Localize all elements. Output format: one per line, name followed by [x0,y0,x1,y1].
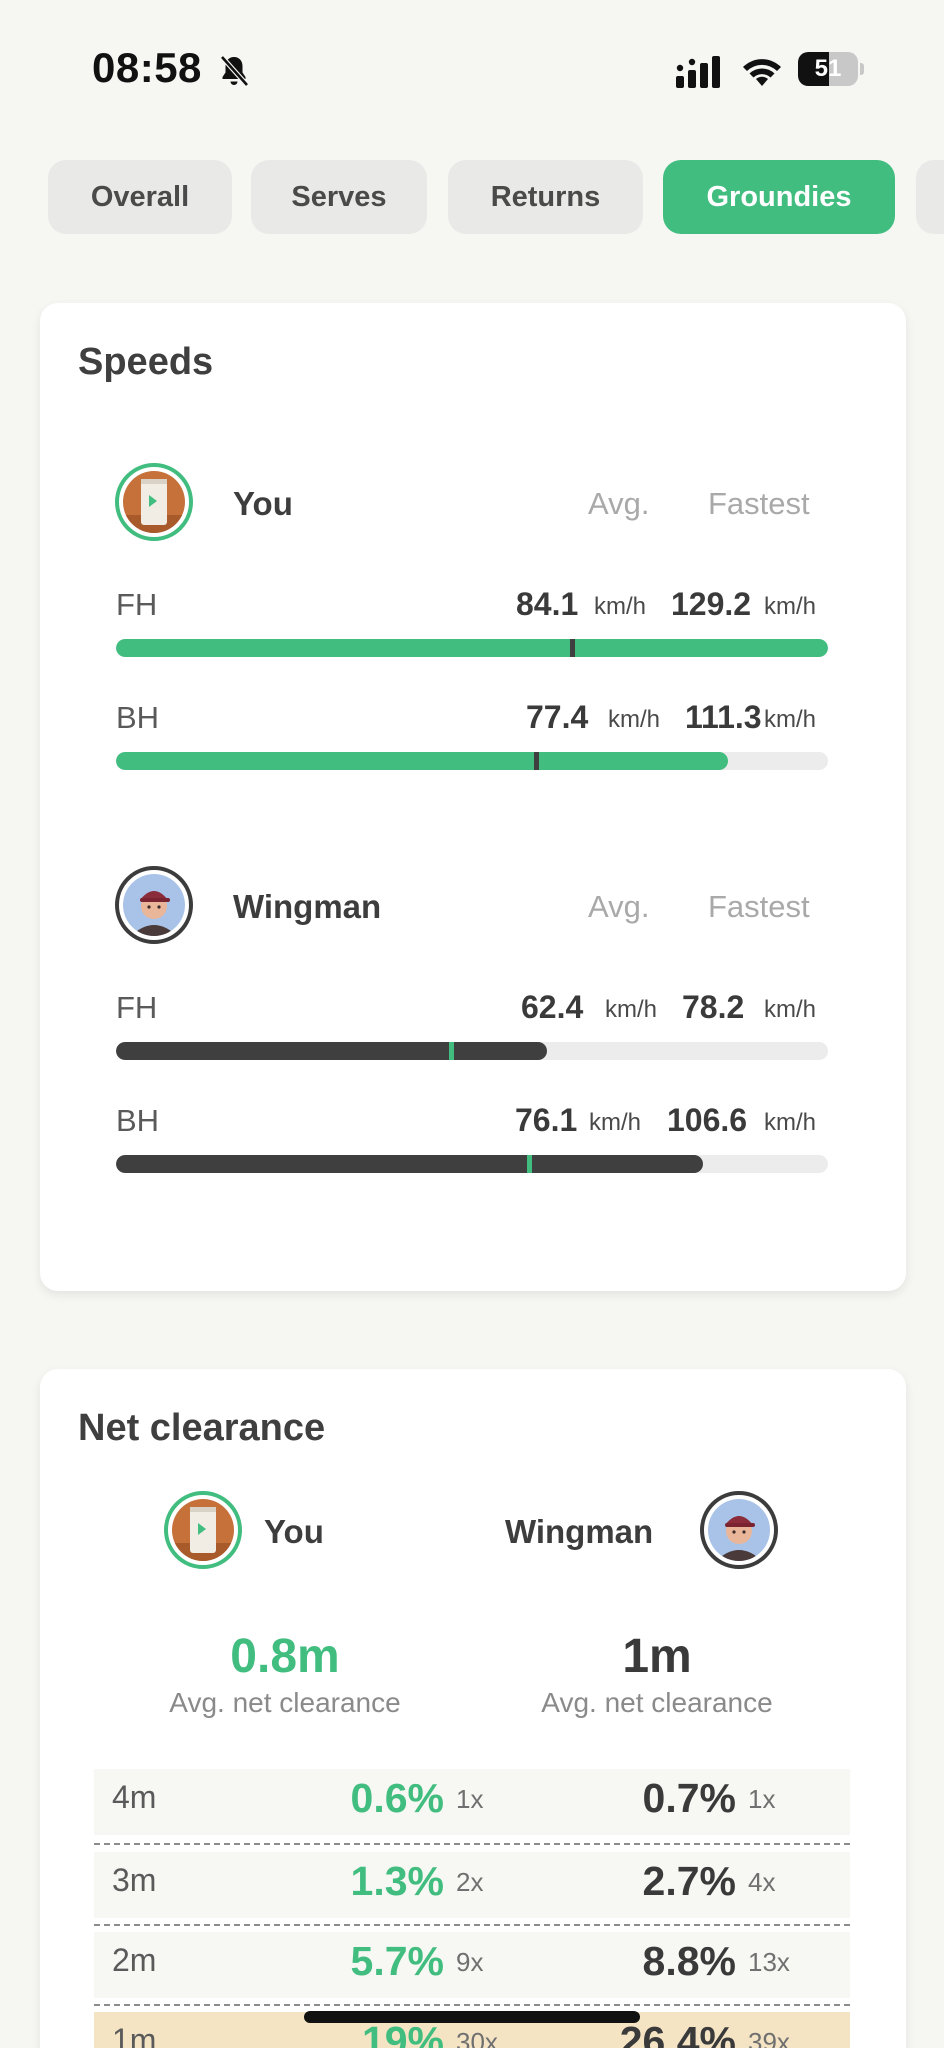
stroke-label-fh: FH [116,587,158,622]
fastest-speed-value: 106.6 [667,1102,748,1138]
status-time: 08:58 [92,44,202,91]
avg-speed-value: 62.4 [521,989,584,1025]
nc-player-you: You [264,1513,324,1550]
fastest-header: Fastest [708,889,810,924]
row-divider [94,1924,850,1926]
avg-speed-value: 84.1 [516,586,579,622]
tab-overall[interactable]: Overall [48,160,232,234]
wingman-avatar-icon [123,874,185,936]
tab-returns[interactable]: Returns [448,160,643,234]
fastest-speed-value: 78.2 [682,989,745,1025]
avg-net-clearance-wingman: 1m [622,1630,692,1683]
speed-unit: km/h [764,593,817,620]
speed-unit: km/h [764,996,817,1023]
avatar-you [164,1491,242,1569]
row-distance: 3m [112,1862,157,1898]
avg-marker [570,639,575,657]
row-count-you: 30x [456,2027,498,2048]
speed-unit: km/h [764,706,817,733]
row-percent-you: 5.7% [350,1938,444,1984]
clearance-row: 4m 0.6% 1x 0.7% 1x [94,1769,850,1835]
bell-slash-icon [220,55,249,87]
row-distance: 4m [112,1779,157,1815]
cellular-signal-icon [676,56,720,88]
speeds-title: Speeds [78,341,214,383]
tab-groundies[interactable]: Groundies [663,160,895,234]
fastest-speed-value: 129.2 [671,586,752,622]
tab-more[interactable] [916,160,944,234]
avg-marker [449,1042,454,1060]
row-percent-wingman: 2.7% [642,1858,736,1904]
home-indicator[interactable] [304,2011,640,2023]
speed-bar [116,1042,828,1060]
stats-tab-bar: Overall Serves Returns Groundies [48,160,944,236]
tennis-ball-can-icon [123,471,185,533]
avg-header: Avg. [588,486,650,521]
avg-marker [527,1155,532,1173]
speed-unit: km/h [608,706,661,733]
stroke-label-bh: BH [116,700,160,735]
wifi-icon [743,59,781,86]
avg-header: Avg. [588,889,650,924]
speed-unit: km/h [764,1109,817,1136]
row-divider [94,2004,850,2006]
row-distance: 2m [112,1942,157,1978]
tennis-ball-can-icon [172,1499,234,1561]
speed-bar [116,752,828,770]
row-count-wingman: 39x [748,2027,790,2048]
battery-indicator: 51 [798,52,864,86]
row-count-you: 2x [456,1867,484,1897]
clearance-row: 2m 5.7% 9x 8.8% 13x [94,1932,850,1998]
row-percent-you: 1.3% [350,1858,444,1904]
speed-unit: km/h [605,996,658,1023]
stroke-label-fh: FH [116,990,158,1025]
row-divider [94,1843,850,1845]
row-percent-wingman: 8.8% [642,1938,736,1984]
row-percent-you: 19% [361,2018,444,2048]
speeds-card: Speeds You Avg. Fastest FH 84.1 km/h 129… [40,303,906,1291]
fastest-bar-fill [116,1042,547,1060]
avatar-wingman [115,866,193,944]
speed-unit: km/h [594,593,647,620]
avg-speed-value: 76.1 [515,1102,578,1138]
speed-unit: km/h [589,1109,642,1136]
net-clearance-title: Net clearance [78,1407,326,1449]
avg-net-clearance-you: 0.8m [230,1630,340,1683]
clearance-row: 3m 1.3% 2x 2.7% 4x [94,1852,850,1918]
avg-net-clearance-label: Avg. net clearance [169,1687,401,1718]
avg-speed-value: 77.4 [526,699,589,735]
fastest-bar-fill [116,752,728,770]
status-bar: 08:58 51 [0,0,944,140]
avg-marker [534,752,539,770]
row-count-you: 1x [456,1784,484,1814]
fastest-bar-fill [116,1155,703,1173]
fastest-header: Fastest [708,486,810,521]
row-count-wingman: 1x [748,1784,776,1814]
row-percent-wingman: 26.4% [619,2018,736,2048]
tab-serves[interactable]: Serves [251,160,427,234]
player-name-wingman: Wingman [233,888,382,925]
fastest-speed-value: 111.3 [685,699,762,735]
row-count-wingman: 4x [748,1867,776,1897]
net-clearance-card: Net clearance You Wingman [40,1369,906,2048]
row-distance: 1m [112,2022,157,2048]
row-count-you: 9x [456,1947,484,1977]
avatar-you [115,463,193,541]
avg-net-clearance-label: Avg. net clearance [541,1687,773,1718]
speed-bar [116,1155,828,1173]
row-count-wingman: 13x [748,1947,790,1977]
battery-level: 51 [814,55,842,82]
avatar-wingman [700,1491,778,1569]
fastest-bar-fill [116,639,828,657]
nc-player-wingman: Wingman [505,1513,654,1550]
row-percent-you: 0.6% [350,1775,444,1821]
clearance-row: 1m 19% 30x 26.4% 39x [94,2012,850,2048]
stroke-label-bh: BH [116,1103,160,1138]
speed-bar [116,639,828,657]
player-name-you: You [233,485,293,522]
row-percent-wingman: 0.7% [642,1775,736,1821]
wingman-avatar-icon [708,1499,770,1561]
